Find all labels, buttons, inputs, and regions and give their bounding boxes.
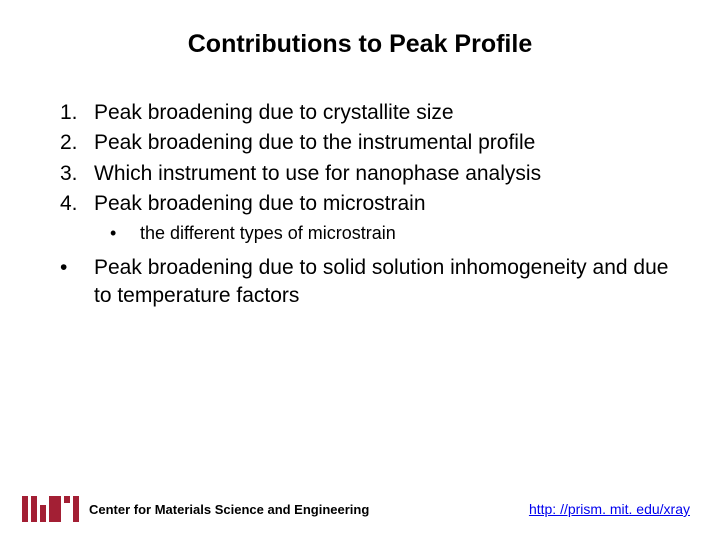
list-number: 1. — [60, 99, 94, 127]
sub-bullet-list: • the different types of microstrain — [50, 222, 670, 245]
numbered-list: 1. Peak broadening due to crystallite si… — [50, 99, 670, 218]
mit-logo-icon — [22, 496, 79, 522]
list-text: the different types of microstrain — [140, 222, 396, 245]
footer: Center for Materials Science and Enginee… — [0, 496, 720, 522]
list-item: 2. Peak broadening due to the instrument… — [60, 129, 670, 157]
list-text: Peak broadening due to microstrain — [94, 190, 426, 218]
slide-title: Contributions to Peak Profile — [50, 30, 670, 59]
footer-link[interactable]: http: //prism. mit. edu/xray — [529, 501, 690, 517]
footer-org: Center for Materials Science and Enginee… — [89, 502, 369, 517]
bullet-icon: • — [60, 254, 94, 311]
bullet-list: • Peak broadening due to solid solution … — [50, 254, 670, 311]
list-item: • the different types of microstrain — [110, 222, 670, 245]
bullet-icon: • — [110, 222, 140, 245]
list-text: Peak broadening due to solid solution in… — [94, 254, 670, 311]
list-number: 4. — [60, 190, 94, 218]
list-item: 1. Peak broadening due to crystallite si… — [60, 99, 670, 127]
slide: Contributions to Peak Profile 1. Peak br… — [0, 0, 720, 540]
list-item: 3. Which instrument to use for nanophase… — [60, 160, 670, 188]
list-number: 3. — [60, 160, 94, 188]
list-item: 4. Peak broadening due to microstrain — [60, 190, 670, 218]
list-number: 2. — [60, 129, 94, 157]
list-item: • Peak broadening due to solid solution … — [60, 254, 670, 311]
list-text: Which instrument to use for nanophase an… — [94, 160, 541, 188]
list-text: Peak broadening due to crystallite size — [94, 99, 454, 127]
footer-left: Center for Materials Science and Enginee… — [22, 496, 369, 522]
list-text: Peak broadening due to the instrumental … — [94, 129, 535, 157]
